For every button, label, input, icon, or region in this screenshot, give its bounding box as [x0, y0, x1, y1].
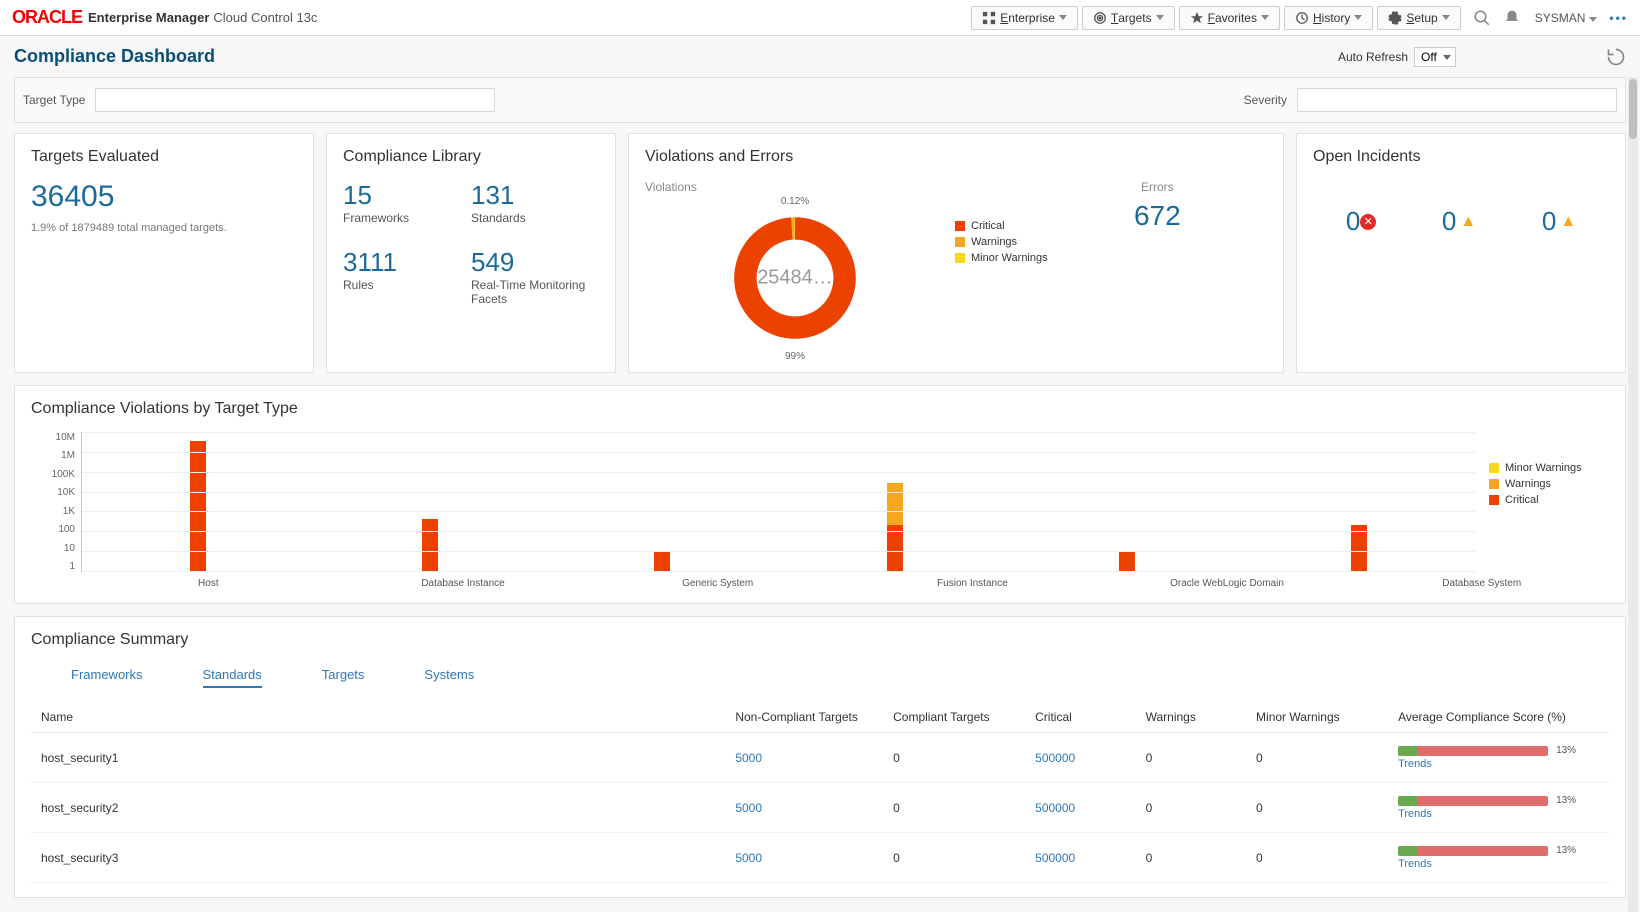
errors-value: 672 [1048, 200, 1267, 232]
title-row: Compliance Dashboard Auto Refresh Off [0, 36, 1640, 77]
nav-history[interactable]: History [1284, 6, 1373, 30]
legend-item: Critical [955, 220, 1048, 232]
table-row: host_security3500005000000013%Trends [31, 833, 1609, 883]
open-incidents-title: Open Incidents [1313, 148, 1609, 166]
cl-item: 131Standards [471, 180, 599, 225]
table-row: host_security1500005000000013%Trends [31, 733, 1609, 783]
trends-link[interactable]: Trends [1398, 758, 1599, 770]
incident-count: 0▲ [1442, 206, 1476, 237]
critical-link[interactable]: 500000 [1035, 751, 1075, 765]
nav-targets[interactable]: Targets [1082, 6, 1175, 30]
scrollbar[interactable] [1628, 77, 1638, 912]
auto-refresh-select[interactable]: Off [1414, 47, 1456, 67]
compliance-library-title: Compliance Library [343, 148, 599, 166]
main-content: Target Type Severity Targets Evaluated 3… [0, 77, 1640, 912]
nav-setup[interactable]: Setup [1377, 6, 1460, 30]
severity-label: Severity [1244, 93, 1287, 107]
notifications-icon[interactable] [1503, 9, 1521, 27]
errors-label: Errors [1048, 180, 1267, 194]
critical-link[interactable]: 500000 [1035, 851, 1075, 865]
product-edition: Cloud Control 13c [213, 10, 317, 25]
bar-slot [1243, 432, 1475, 571]
table-row: host_security2500005000000013%Trends [31, 783, 1609, 833]
oracle-logo: ORACLE [12, 7, 82, 28]
bar-chart-title: Compliance Violations by Target Type [31, 400, 1609, 418]
clock-icon [1295, 11, 1309, 25]
cl-item: 15Frameworks [343, 180, 471, 225]
targets-evaluated-sub: 1.9% of 1879489 total managed targets. [31, 222, 297, 234]
legend-item: Minor Warnings [955, 252, 1048, 264]
bar-slot [314, 432, 546, 571]
cl-item: 549Real-Time Monitoring Facets [471, 247, 599, 306]
donut-center-value: 25484… [757, 267, 833, 290]
targets-evaluated-title: Targets Evaluated [31, 148, 297, 166]
refresh-icon[interactable] [1606, 47, 1626, 67]
warning-icon: ▲ [1460, 213, 1476, 231]
bar-slot [82, 432, 314, 571]
legend-item: Warnings [955, 236, 1048, 248]
page-title: Compliance Dashboard [14, 46, 215, 67]
open-incidents-card: Open Incidents 0✕ 0▲ 0▲ [1296, 133, 1626, 373]
non-compliant-link[interactable]: 5000 [735, 751, 762, 765]
nav-favorites[interactable]: Favorites [1179, 6, 1280, 30]
more-menu-icon[interactable]: ••• [1609, 11, 1628, 25]
violations-errors-title: Violations and Errors [645, 148, 1267, 166]
incident-count: 0✕ [1346, 206, 1376, 237]
search-icon[interactable] [1473, 9, 1491, 27]
user-menu[interactable]: SYSMAN [1535, 11, 1598, 25]
violations-donut: 0.12% 25484… 99% [715, 198, 875, 358]
tab-frameworks[interactable]: Frameworks [71, 663, 143, 688]
non-compliant-link[interactable]: 5000 [735, 851, 762, 865]
severity-input[interactable] [1297, 88, 1617, 112]
filter-bar: Target Type Severity [14, 77, 1626, 123]
warning-icon: ▲ [1560, 213, 1576, 231]
grid-icon [982, 11, 996, 25]
gear-icon [1388, 11, 1402, 25]
app-header: ORACLE Enterprise Manager Cloud Control … [0, 0, 1640, 36]
critical-icon: ✕ [1360, 214, 1376, 230]
trends-link[interactable]: Trends [1398, 808, 1599, 820]
compliance-summary-card: Compliance Summary Frameworks Standards Ta… [14, 616, 1626, 898]
bar-slot [779, 432, 1011, 571]
auto-refresh-label: Auto Refresh [1338, 50, 1408, 64]
targets-evaluated-card: Targets Evaluated 36405 1.9% of 1879489 … [14, 133, 314, 373]
tab-standards[interactable]: Standards [203, 663, 262, 688]
cl-item: 3111Rules [343, 247, 471, 306]
compliance-library-card: Compliance Library 15Frameworks131Standa… [326, 133, 616, 373]
product-title: Enterprise Manager [88, 10, 209, 25]
targets-evaluated-value: 36405 [31, 180, 297, 214]
nav-enterprise[interactable]: Enterprise [971, 6, 1078, 30]
bar-slot [546, 432, 778, 571]
incident-count: 0▲ [1542, 206, 1576, 237]
critical-link[interactable]: 500000 [1035, 801, 1075, 815]
compliance-summary-title: Compliance Summary [31, 631, 1609, 649]
non-compliant-link[interactable]: 5000 [735, 801, 762, 815]
tab-systems[interactable]: Systems [424, 663, 474, 688]
violations-label: Violations [645, 180, 945, 194]
target-type-input[interactable] [95, 88, 495, 112]
target-type-label: Target Type [23, 93, 85, 107]
target-icon [1093, 11, 1107, 25]
bar-slot [1011, 432, 1243, 571]
summary-table: NameNon-Compliant TargetsCompliant Targe… [31, 702, 1609, 883]
tab-targets[interactable]: Targets [322, 663, 365, 688]
violations-errors-card: Violations and Errors Violations 0.12% 2… [628, 133, 1284, 373]
violations-by-target-type-card: Compliance Violations by Target Type 10M… [14, 385, 1626, 604]
trends-link[interactable]: Trends [1398, 858, 1599, 870]
star-icon [1190, 11, 1204, 25]
